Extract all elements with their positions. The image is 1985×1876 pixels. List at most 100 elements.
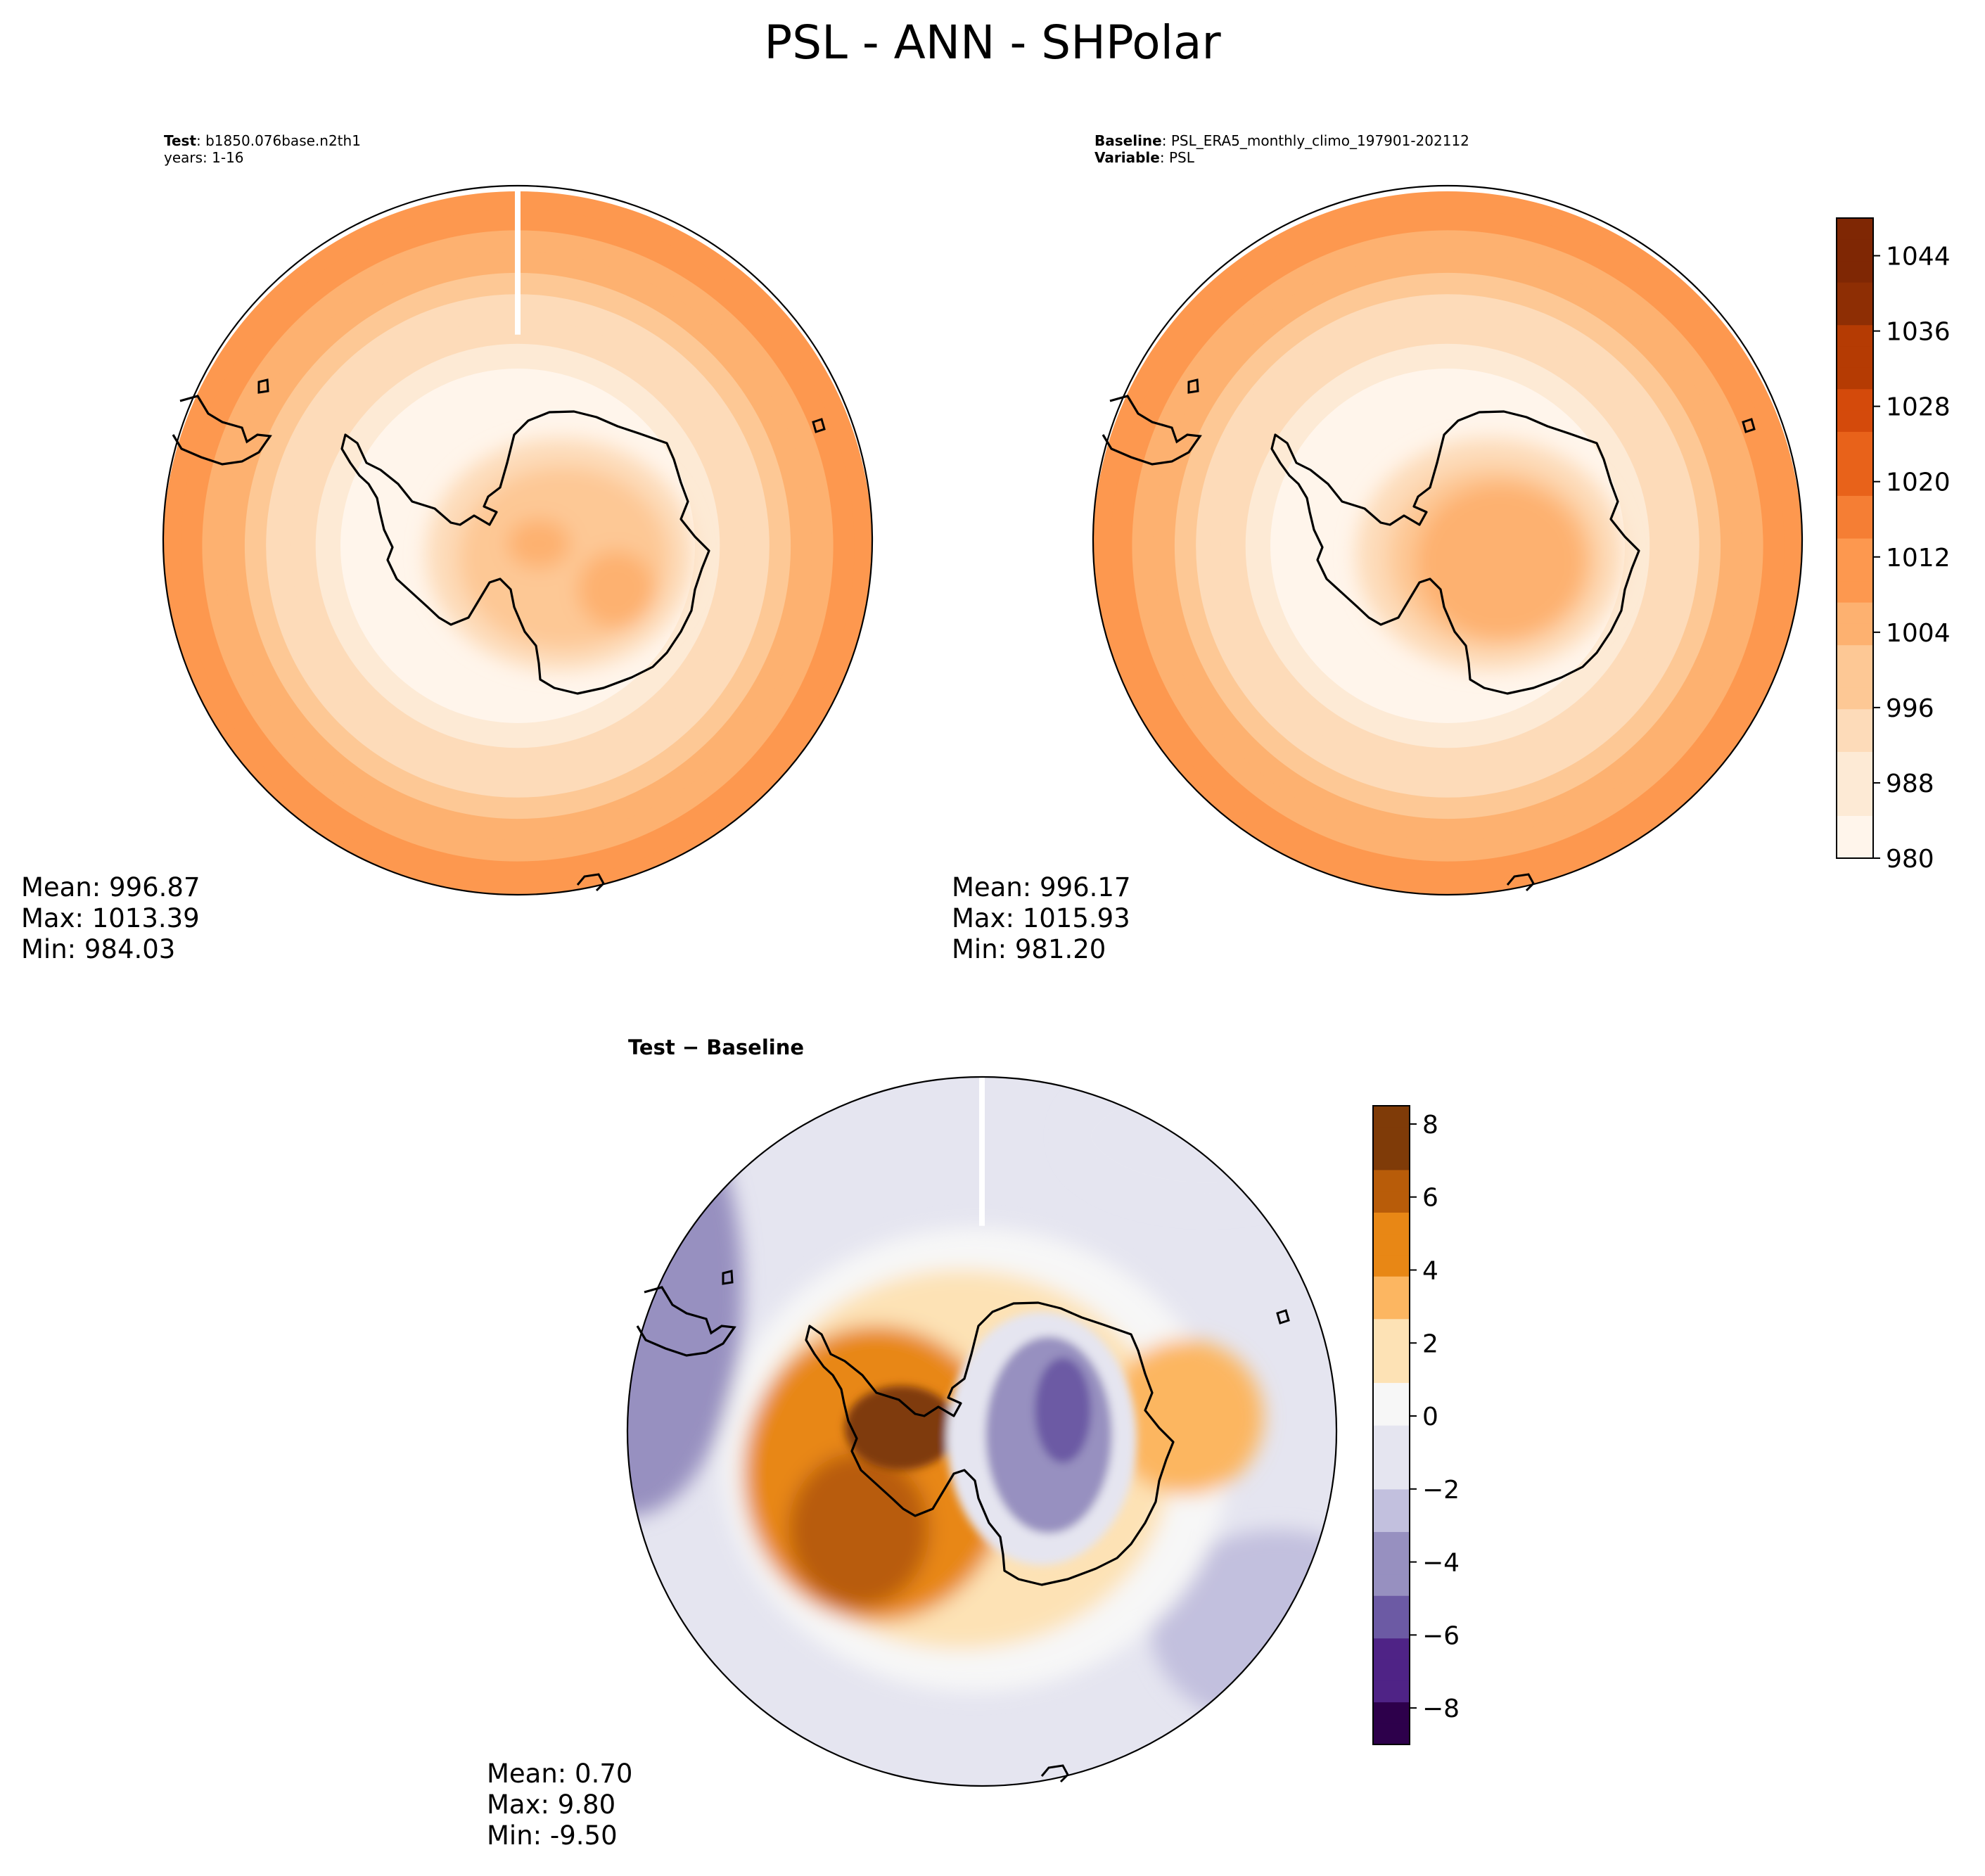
ice-negative-anomaly-core <box>1035 1358 1091 1463</box>
ice-sheet-anomaly <box>845 1312 1137 1565</box>
colorbar-tick-label: 996 <box>1886 694 1934 723</box>
test-mean: Mean: 996.87 <box>21 872 200 902</box>
tasmania-coastline <box>1040 1764 1069 1783</box>
south-america-coastline <box>172 395 272 466</box>
colorbar-segment <box>1837 410 1873 432</box>
colorbar-segment <box>1373 1638 1410 1660</box>
contour-field <box>627 1077 1336 1786</box>
test-years-label: years: 1-16 <box>164 149 244 166</box>
colorbar-segment <box>1373 1233 1410 1256</box>
baseline-variable-label: Variable: PSL <box>1094 149 1194 166</box>
high-contour-core <box>577 551 655 628</box>
colorbar-segment <box>1373 1191 1410 1213</box>
contour-field <box>163 186 872 895</box>
kerguelen-coastline <box>812 418 826 433</box>
baseline-var-text: : PSL <box>1159 149 1194 166</box>
colorbar-tick-label: 2 <box>1422 1329 1438 1358</box>
negative-anomaly <box>1066 1077 1336 1206</box>
colorbar-segment <box>1837 239 1873 262</box>
diff-min: Min: -9.50 <box>487 1820 618 1851</box>
map-boundary <box>626 1076 1338 1787</box>
colorbar-segment <box>1837 708 1873 731</box>
test-label-text: : b1850.076base.n2th1 <box>196 132 361 149</box>
figure-title: PSL - ANN - SHPolar <box>764 15 1221 70</box>
dateline-seam <box>515 186 521 335</box>
colorbar-segment <box>1837 580 1873 603</box>
baseline-stats: Mean: 996.17 Max: 1015.93 Min: 981.20 <box>952 872 1131 965</box>
falkland-islands-coastline <box>257 378 269 394</box>
colorbar-segment <box>1373 1276 1410 1298</box>
colorbar-segment <box>1373 1488 1410 1511</box>
colorbar-tick-label: 1004 <box>1886 619 1951 648</box>
high-contour-core <box>507 519 570 568</box>
colorbar-tick-label: 1012 <box>1886 544 1951 573</box>
colorbar-segment <box>1837 452 1873 475</box>
colorbar-tick-label: 1036 <box>1886 318 1951 347</box>
south-america-coastline <box>636 1286 736 1357</box>
baseline-map <box>1092 184 1804 896</box>
tasmania-coastline <box>576 873 605 892</box>
colorbar-segment <box>1837 431 1873 454</box>
colorbar-segment <box>1373 1510 1410 1532</box>
test-map <box>162 184 874 896</box>
colorbar-tick-label: 1028 <box>1886 393 1951 422</box>
map-boundary <box>162 184 874 896</box>
colorbar-frame <box>1372 1105 1410 1745</box>
colorbar-segment <box>1373 1382 1410 1405</box>
colorbar-segment <box>1837 602 1873 624</box>
colorbar-segment <box>1837 794 1873 816</box>
colorbar-segment <box>1837 367 1873 390</box>
colorbar-segment <box>1837 836 1873 859</box>
colorbar-tick-label: 4 <box>1422 1256 1438 1285</box>
colorbar-segment <box>1837 538 1873 560</box>
colorbar-segment <box>1837 559 1873 582</box>
colorbar-tick-label: 988 <box>1886 770 1934 798</box>
colorbar-segment <box>1373 1531 1410 1554</box>
colorbar-segment <box>1373 1254 1410 1277</box>
colorbar-segment <box>1373 1659 1410 1681</box>
test-case-label: Test: b1850.076base.n2th1 <box>164 132 361 149</box>
baseline-mean: Mean: 996.17 <box>952 872 1131 902</box>
dateline-seam <box>979 1077 985 1226</box>
colorbar-segment <box>1837 751 1873 774</box>
colorbar-segment <box>1837 282 1873 304</box>
map-boundary <box>1092 184 1804 896</box>
baseline-label-text: : PSL_ERA5_monthly_climo_197901-202112 <box>1161 132 1469 149</box>
test-min: Min: 984.03 <box>21 934 176 964</box>
colorbar-segment <box>1373 1339 1410 1362</box>
diff-map <box>626 1076 1338 1787</box>
south-america-coastline <box>1102 395 1202 466</box>
baseline-label-bold: Baseline <box>1094 132 1162 149</box>
baseline-var-bold: Variable <box>1094 149 1160 166</box>
diff-stats: Mean: 0.70 Max: 9.80 Min: -9.50 <box>487 1759 632 1851</box>
colorbar-segment <box>1837 772 1873 795</box>
diff-colorbar: −8 −6 −4 −2 0 2 4 6 8 <box>1372 1105 1460 1745</box>
antarctic-high <box>426 438 694 670</box>
antarctic-high <box>1356 438 1623 670</box>
colorbar-tick-label: 1020 <box>1886 468 1951 497</box>
colorbar-segment <box>1373 1127 1410 1149</box>
colorbar-tick-label: −4 <box>1422 1549 1460 1578</box>
colorbar-segment <box>1837 623 1873 646</box>
colorbar-segment <box>1373 1552 1410 1575</box>
psl-colorbar: 980 988 996 1004 1012 1020 1028 1036 1044 <box>1836 217 1951 874</box>
kerguelen-coastline <box>1276 1309 1290 1325</box>
test-stats: Mean: 996.87 Max: 1013.39 Min: 984.03 <box>21 872 200 965</box>
colorbar-segment <box>1373 1212 1410 1234</box>
tasmania-coastline <box>1506 873 1535 892</box>
colorbar-segment <box>1837 516 1873 539</box>
colorbar-segment <box>1837 388 1873 411</box>
colorbar-segment <box>1373 1361 1410 1384</box>
colorbar-tick-label: −8 <box>1422 1695 1460 1723</box>
colorbar-tick-label: 1044 <box>1886 243 1951 272</box>
baseline-case-label: Baseline: PSL_ERA5_monthly_climo_197901-… <box>1094 132 1469 149</box>
colorbar-segment <box>1837 687 1873 710</box>
colorbar-segment <box>1373 1616 1410 1639</box>
colorbar-segment <box>1373 1403 1410 1426</box>
high-contour-core <box>1416 484 1585 639</box>
colorbar-segment <box>1373 1106 1410 1128</box>
kerguelen-coastline <box>1742 418 1756 433</box>
colorbar-segment <box>1373 1574 1410 1596</box>
